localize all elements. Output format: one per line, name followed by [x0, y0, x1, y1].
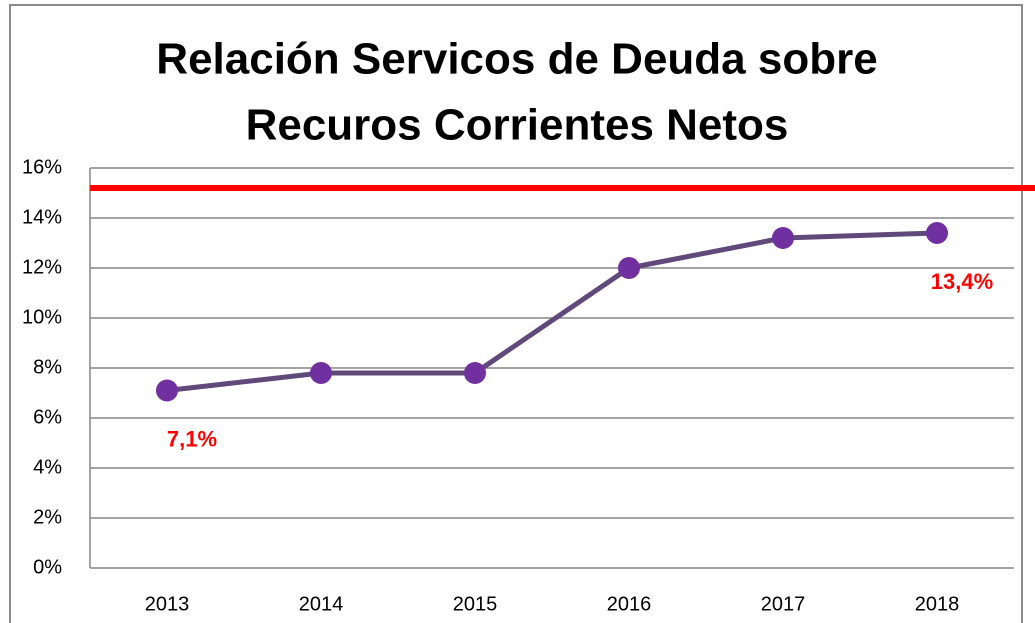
- y-tick-label: 16%: [22, 156, 62, 178]
- point-marker: [156, 379, 178, 402]
- point-marker: [926, 222, 948, 244]
- y-tick-label: 0%: [33, 556, 62, 578]
- x-tick-label: 2018: [915, 593, 960, 615]
- point-marker: [310, 362, 332, 384]
- y-tick-label: 8%: [33, 356, 62, 378]
- data-label: 7,1%: [167, 426, 217, 451]
- x-tick-label: 2013: [145, 593, 190, 615]
- y-tick-label: 14%: [22, 206, 62, 228]
- x-tick-label: 2017: [761, 593, 806, 615]
- series-line: [166, 230, 938, 393]
- point-marker: [464, 362, 486, 384]
- x-tick-label: 2014: [299, 593, 344, 615]
- y-tick-label: 6%: [33, 406, 62, 428]
- point-marker: [772, 227, 794, 249]
- point-marker: [618, 257, 640, 279]
- y-tick-label: 12%: [22, 256, 62, 278]
- y-tick-label: 4%: [33, 456, 62, 478]
- x-tick-label: 2015: [453, 593, 498, 615]
- y-tick-label: 10%: [22, 306, 62, 328]
- y-tick-label: 2%: [33, 506, 62, 528]
- chart-frame: [9, 4, 1023, 623]
- data-label: 13,4%: [931, 269, 993, 294]
- chart-title: Relación Servicos de Deuda sobre: [156, 35, 877, 84]
- x-tick-label: 2016: [607, 593, 652, 615]
- chart-title: Recuros Corrientes Netos: [246, 101, 789, 150]
